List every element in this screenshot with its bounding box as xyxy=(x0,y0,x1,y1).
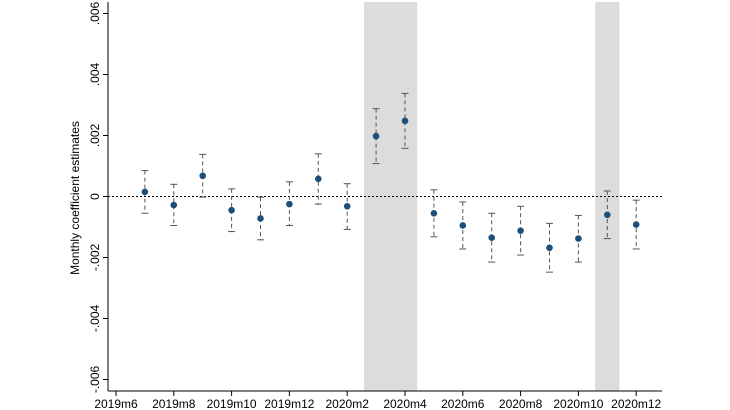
x-tick-label: 2019m8 xyxy=(152,397,196,410)
x-tick-label: 2020m4 xyxy=(383,397,427,410)
y-tick-label: .004 xyxy=(88,62,102,86)
estimate-point xyxy=(141,188,149,196)
x-tick-label: 2020m12 xyxy=(611,397,661,410)
estimate-point xyxy=(315,175,322,183)
x-tick-label: 2020m10 xyxy=(553,397,603,410)
y-tick-label: 0 xyxy=(88,193,102,200)
x-tick-label: 2019m6 xyxy=(94,397,138,410)
y-tick-label: -.002 xyxy=(88,244,102,272)
confidence-interval xyxy=(401,92,409,149)
estimate-point xyxy=(257,215,264,222)
estimate-point xyxy=(372,132,380,140)
x-tick-layer: 2019m6 2019m8 2019m10 2019m12 2020m2 2020m4 20… xyxy=(94,391,662,410)
estimate-point xyxy=(488,234,496,241)
estimate-point xyxy=(228,206,235,214)
confidence-interval xyxy=(170,183,178,226)
x-tick-label: 2020m8 xyxy=(499,397,543,410)
y-axis-label: Monthly coefficient estimates xyxy=(68,121,82,275)
estimate-point xyxy=(546,244,553,252)
estimate-point xyxy=(517,227,524,234)
x-tick-label: 2020m6 xyxy=(441,397,485,410)
point-layer xyxy=(141,117,640,252)
x-tick-label: 2019m10 xyxy=(207,397,257,410)
confidence-interval xyxy=(372,108,380,165)
estimate-point xyxy=(430,209,438,217)
y-tick-label: -.006 xyxy=(88,366,102,394)
estimate-point xyxy=(343,202,351,210)
y-tick-label: .002 xyxy=(88,123,102,147)
estimate-point xyxy=(632,221,640,228)
y-tick-layer: -.006 -.004 -.002 0 .002 .004 .006 xyxy=(88,1,108,393)
x-tick-label: 2020m2 xyxy=(326,397,370,410)
y-tick-label: -.004 xyxy=(88,305,102,333)
estimate-point xyxy=(459,222,467,229)
estimate-point xyxy=(575,235,582,242)
estimate-point xyxy=(170,201,178,209)
confidence-interval xyxy=(314,153,322,205)
estimate-point xyxy=(604,211,611,219)
estimate-point xyxy=(286,200,293,208)
estimate-point xyxy=(199,172,206,180)
x-tick-label: 2019m12 xyxy=(264,397,314,410)
estimate-point xyxy=(401,117,409,125)
y-tick-label: .006 xyxy=(88,1,102,25)
shaded-period-2 xyxy=(595,2,620,391)
